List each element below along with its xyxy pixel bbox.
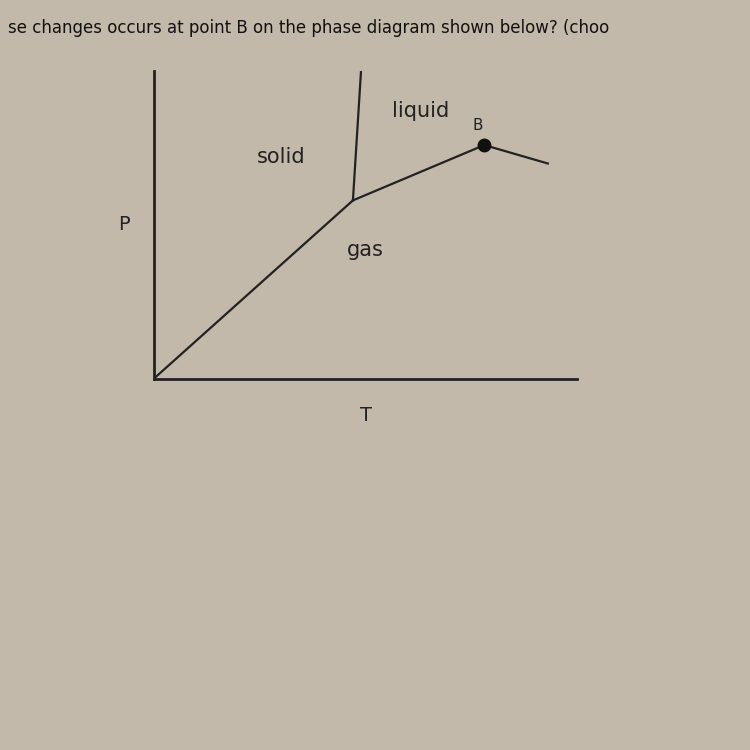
Text: P: P (118, 215, 130, 235)
Text: se changes occurs at point B on the phase diagram shown below? (choo: se changes occurs at point B on the phas… (8, 19, 609, 37)
Text: liquid: liquid (392, 101, 449, 122)
Text: T: T (359, 406, 371, 425)
Text: B: B (472, 118, 483, 133)
Text: gas: gas (347, 239, 384, 260)
Text: solid: solid (256, 147, 305, 167)
